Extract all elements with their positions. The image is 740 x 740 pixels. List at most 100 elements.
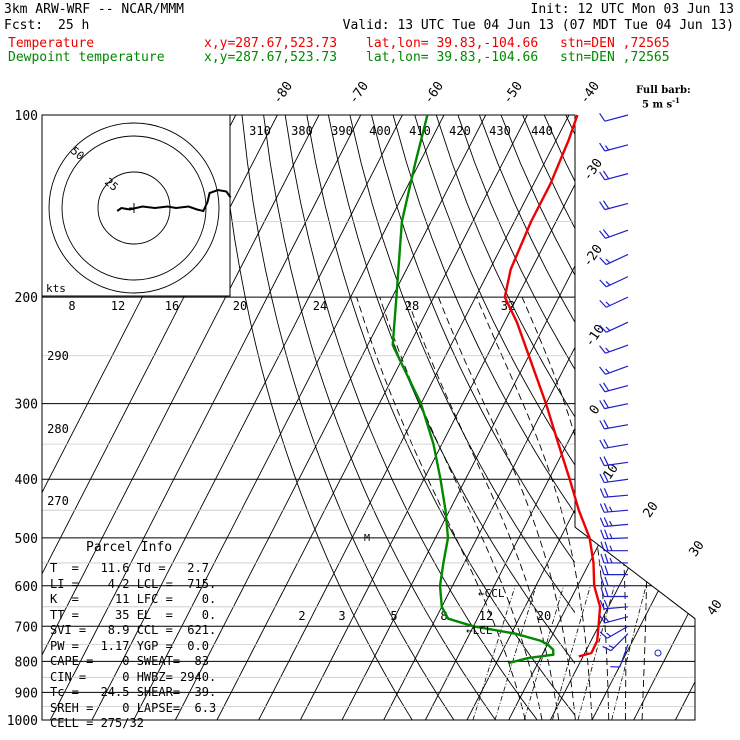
wind-barb-flag-300-1	[603, 399, 609, 409]
wind-barb-staff-675	[604, 616, 629, 624]
wind-barb-450	[599, 502, 629, 513]
wind-barb-flag-675-0	[599, 614, 606, 624]
wind-barb-flag-125-1	[602, 170, 610, 180]
wind-barb-flag-600-0	[600, 576, 605, 586]
wind-barb-flag-500-1	[604, 529, 609, 539]
dry-adiabat-260	[241, 115, 455, 720]
wind-barb-flag-425-0	[599, 488, 605, 498]
wind-barb-600	[600, 576, 628, 587]
wind-barb-staff-140	[604, 202, 629, 211]
wind-barb-flag-700-0	[599, 631, 608, 639]
pressure-label-900: 900	[15, 686, 38, 701]
wind-barb-half-675	[604, 617, 610, 623]
grid-layer	[41, 114, 740, 721]
dry-adiabat-320	[371, 115, 575, 564]
dry-adiabat-410	[565, 115, 575, 136]
wind-barb-flag-280-1	[602, 382, 610, 392]
isotherm-30	[633, 115, 695, 720]
wind-barb-flag-375-1	[603, 456, 609, 466]
wind-barb-staff-125	[604, 173, 629, 181]
wind-barb-112	[599, 142, 629, 152]
isotherm-label--50: -50	[500, 79, 526, 107]
wind-barb-375	[599, 456, 629, 467]
wind-barb-half-185	[605, 280, 611, 286]
wind-barb-flag-400-1	[603, 473, 609, 483]
valid-time: Valid: 13 UTC Tue 04 Jun 13 (07 MDT Tue …	[342, 18, 734, 33]
wind-barb-170	[599, 253, 629, 266]
barb-legend-line2: 5 m s	[642, 99, 673, 111]
pressure-label-300: 300	[15, 398, 38, 413]
pressure-label-400: 400	[15, 473, 38, 488]
wind-barb-flag-375-0	[599, 456, 605, 466]
wind-barb-half-550	[609, 557, 613, 564]
dry-adiabat-330	[392, 115, 575, 515]
theta-label-420: 420	[449, 124, 471, 138]
hodograph-trace	[116, 188, 232, 213]
wind-barb-staff-220	[605, 321, 629, 333]
wind-barb-flag-625-0	[600, 587, 605, 597]
wind-barb-flag-500-0	[600, 529, 605, 539]
dry-adiabat-250	[219, 115, 413, 720]
mixing-ratio-2	[472, 585, 516, 720]
theta-small-label-290: 290	[47, 349, 69, 363]
barb-legend-unit: -1	[672, 96, 680, 105]
wind-barb-260	[599, 365, 629, 375]
wind-barb-half-525	[609, 545, 613, 551]
plot-frame	[41, 114, 696, 721]
wind-barb-staff-240	[605, 344, 629, 354]
temperature-xy: x,y=287.67,523.73	[204, 36, 338, 51]
wind-barb-flag-550-1	[604, 553, 609, 564]
wind-barb-flag-575-0	[600, 565, 605, 575]
theta-label-410: 410	[409, 124, 431, 138]
isotherm-label-0: 0	[587, 402, 604, 417]
wind-barb-half-720	[608, 645, 615, 649]
isotherm-label-30: 30	[686, 538, 707, 559]
dewpoint-station: stn=DEN ,72565	[560, 50, 670, 65]
wind-barb-staff-155	[605, 229, 629, 239]
wind-barb-flag-155-0	[599, 230, 606, 239]
dry-adiabat-420	[587, 115, 740, 720]
hodograph-unit: kts	[46, 282, 66, 295]
parcel-row: Tc = 24.5 SHEAR= 39.	[50, 685, 217, 699]
wind-barb-575	[600, 565, 628, 576]
theta-small-label-270: 270	[47, 494, 69, 508]
wind-barb-650	[599, 599, 629, 610]
moist-label-24: 24	[313, 299, 327, 313]
wind-barb-flag-575-1	[604, 565, 609, 575]
barb-legend-line1: Full barb:	[636, 85, 691, 96]
wind-barb-staff-100	[604, 114, 629, 122]
temperature-latlon: lat,lon= 39.83,-104.66	[366, 36, 539, 51]
hodograph-ring-1	[97, 171, 171, 245]
wind-barb-staff-350	[604, 443, 629, 449]
pressure-label-700: 700	[15, 620, 38, 635]
wind-barb-200	[599, 296, 629, 308]
barb-legend-line2-wrap: 5 m s-1	[636, 96, 691, 110]
pressure-label-500: 500	[15, 532, 38, 547]
parcel-row: TT = 35 EL = 0.	[50, 607, 217, 622]
wind-barb-half-260	[605, 368, 610, 374]
theta-label-440: 440	[531, 124, 553, 138]
m-label: M	[364, 533, 370, 544]
moist-label-12: 12	[111, 299, 125, 313]
moist-label-16: 16	[165, 299, 179, 313]
isotherm--10	[466, 115, 695, 720]
wind-barb-staff-750	[619, 644, 629, 668]
isotherm-label--60: -60	[421, 79, 447, 107]
moist-adiabat-4	[356, 296, 526, 720]
isotherm--40	[341, 115, 653, 720]
parcel-row: SREH = 0 LAPSE= 6.3	[50, 700, 217, 715]
isotherm-50	[717, 115, 740, 720]
theta-label-390: 390	[331, 124, 353, 138]
dewpoint-legend: Dewpoint temperature	[8, 50, 165, 65]
wind-barb-350	[599, 439, 629, 449]
wind-barb-flag-450-0	[599, 503, 605, 513]
isotherm-label--70: -70	[346, 79, 372, 107]
dry-adiabat-450	[652, 115, 740, 720]
wind-barb-flag-112-0	[599, 142, 606, 152]
wind-barb-300	[599, 399, 629, 410]
annotations: ←CCL ←LCL M	[364, 533, 505, 637]
wind-barb-flag-350-1	[603, 439, 609, 448]
wind-barb-flag-240-0	[599, 345, 606, 354]
wind-barb-flag-140-0	[599, 201, 606, 210]
